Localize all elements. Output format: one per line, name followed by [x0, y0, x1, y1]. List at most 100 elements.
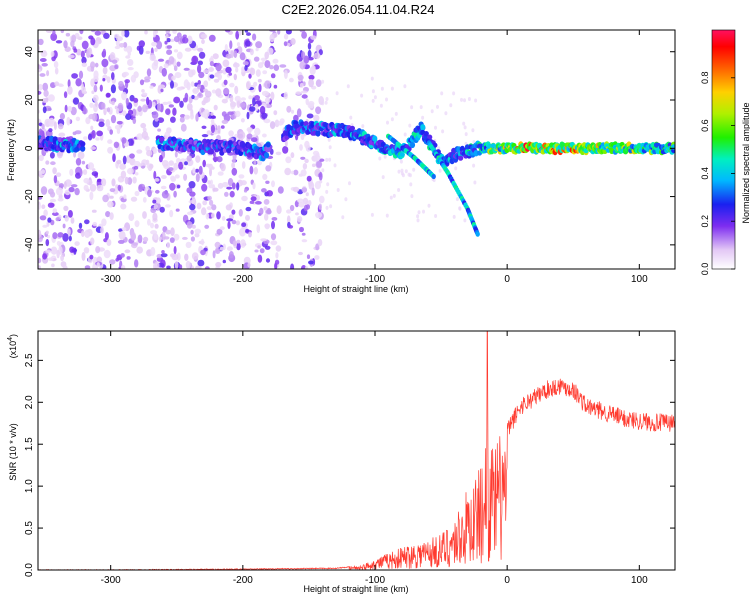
noise-speckle	[198, 165, 203, 175]
noise-speckle	[441, 129, 445, 134]
noise-speckle	[238, 209, 243, 217]
noise-speckle	[52, 30, 56, 36]
noise-speckle	[178, 161, 184, 170]
noise-speckle	[160, 253, 168, 258]
noise-speckle	[232, 62, 240, 68]
noise-speckle	[73, 151, 77, 158]
noise-speckle	[130, 196, 138, 202]
noise-speckle	[370, 212, 374, 217]
noise-speckle	[93, 70, 99, 79]
noise-speckle	[318, 180, 323, 184]
noise-speckle	[252, 182, 256, 190]
noise-speckle	[48, 128, 53, 133]
noise-speckle	[124, 176, 129, 185]
noise-speckle	[47, 217, 52, 223]
noise-speckle	[141, 89, 145, 93]
noise-speckle	[41, 204, 46, 209]
noise-speckle	[313, 52, 321, 59]
noise-speckle	[103, 32, 110, 40]
noise-speckle	[55, 187, 63, 196]
noise-speckle	[71, 73, 78, 79]
noise-speckle	[169, 38, 175, 43]
noise-speckle	[200, 238, 205, 246]
noise-speckle	[311, 163, 316, 168]
noise-speckle	[240, 239, 246, 248]
noise-speckle	[156, 197, 161, 204]
noise-speckle	[254, 103, 259, 112]
snr-multiplier-label: (x104)	[7, 334, 18, 358]
noise-speckle	[304, 140, 310, 149]
noise-speckle	[422, 209, 425, 214]
noise-speckle	[299, 226, 304, 233]
noise-speckle	[45, 230, 49, 235]
noise-speckle	[77, 151, 85, 160]
noise-speckle	[89, 102, 94, 108]
noise-speckle	[107, 146, 114, 154]
noise-speckle	[237, 133, 244, 139]
noise-speckle	[444, 111, 448, 116]
noise-speckle	[410, 194, 414, 199]
noise-speckle	[179, 100, 184, 108]
noise-speckle	[204, 266, 210, 269]
noise-speckle	[142, 104, 148, 113]
noise-speckle	[231, 219, 237, 225]
noise-speckle	[69, 168, 74, 176]
noise-speckle	[335, 91, 339, 96]
noise-speckle	[235, 220, 240, 226]
noise-speckle	[53, 175, 58, 184]
noise-speckle	[161, 190, 169, 199]
noise-speckle	[270, 240, 278, 246]
noise-speckle	[70, 106, 77, 116]
noise-speckle	[416, 214, 420, 219]
noise-speckle	[38, 90, 42, 95]
noise-speckle	[176, 86, 183, 91]
noise-speckle	[81, 86, 86, 93]
noise-speckle	[378, 156, 382, 161]
noise-speckle	[440, 91, 444, 96]
noise-speckle	[301, 187, 308, 193]
noise-speckle	[438, 168, 442, 173]
noise-speckle	[195, 265, 202, 269]
noise-speckle	[463, 98, 466, 103]
trace-cell	[399, 151, 405, 157]
noise-speckle	[107, 201, 114, 208]
noise-speckle	[201, 183, 208, 192]
noise-speckle	[96, 184, 104, 192]
noise-speckle	[146, 96, 150, 106]
noise-speckle	[91, 90, 95, 94]
noise-speckle	[407, 172, 411, 177]
noise-speckle	[143, 79, 151, 83]
noise-speckle	[194, 228, 201, 234]
noise-speckle	[289, 77, 294, 83]
spectrogram-frame	[37, 29, 676, 270]
noise-speckle	[175, 208, 180, 212]
noise-speckle	[109, 195, 114, 199]
noise-speckle	[152, 212, 158, 221]
noise-speckle	[186, 115, 190, 119]
noise-speckle	[154, 47, 158, 52]
noise-speckle	[195, 155, 201, 163]
noise-speckle	[124, 79, 130, 84]
noise-speckle	[170, 80, 174, 89]
noise-speckle	[38, 128, 43, 138]
noise-speckle	[246, 133, 253, 140]
trace-cell	[265, 142, 271, 148]
noise-speckle	[105, 211, 111, 218]
noise-speckle	[90, 146, 97, 150]
noise-speckle	[133, 165, 139, 170]
colorbar-tick-label: 0.8	[700, 72, 710, 85]
noise-speckle	[124, 249, 131, 254]
noise-speckle	[89, 184, 97, 192]
trace-cell	[208, 148, 215, 155]
noise-speckle	[204, 90, 212, 98]
noise-speckle	[50, 33, 58, 41]
noise-speckle	[246, 127, 253, 133]
noise-speckle	[53, 121, 57, 130]
noise-speckle	[186, 155, 192, 162]
noise-speckle	[90, 125, 94, 131]
noise-speckle	[38, 229, 42, 239]
noise-speckle	[201, 39, 205, 45]
noise-speckle	[314, 255, 320, 260]
noise-speckle	[236, 42, 241, 47]
noise-speckle	[427, 203, 431, 208]
